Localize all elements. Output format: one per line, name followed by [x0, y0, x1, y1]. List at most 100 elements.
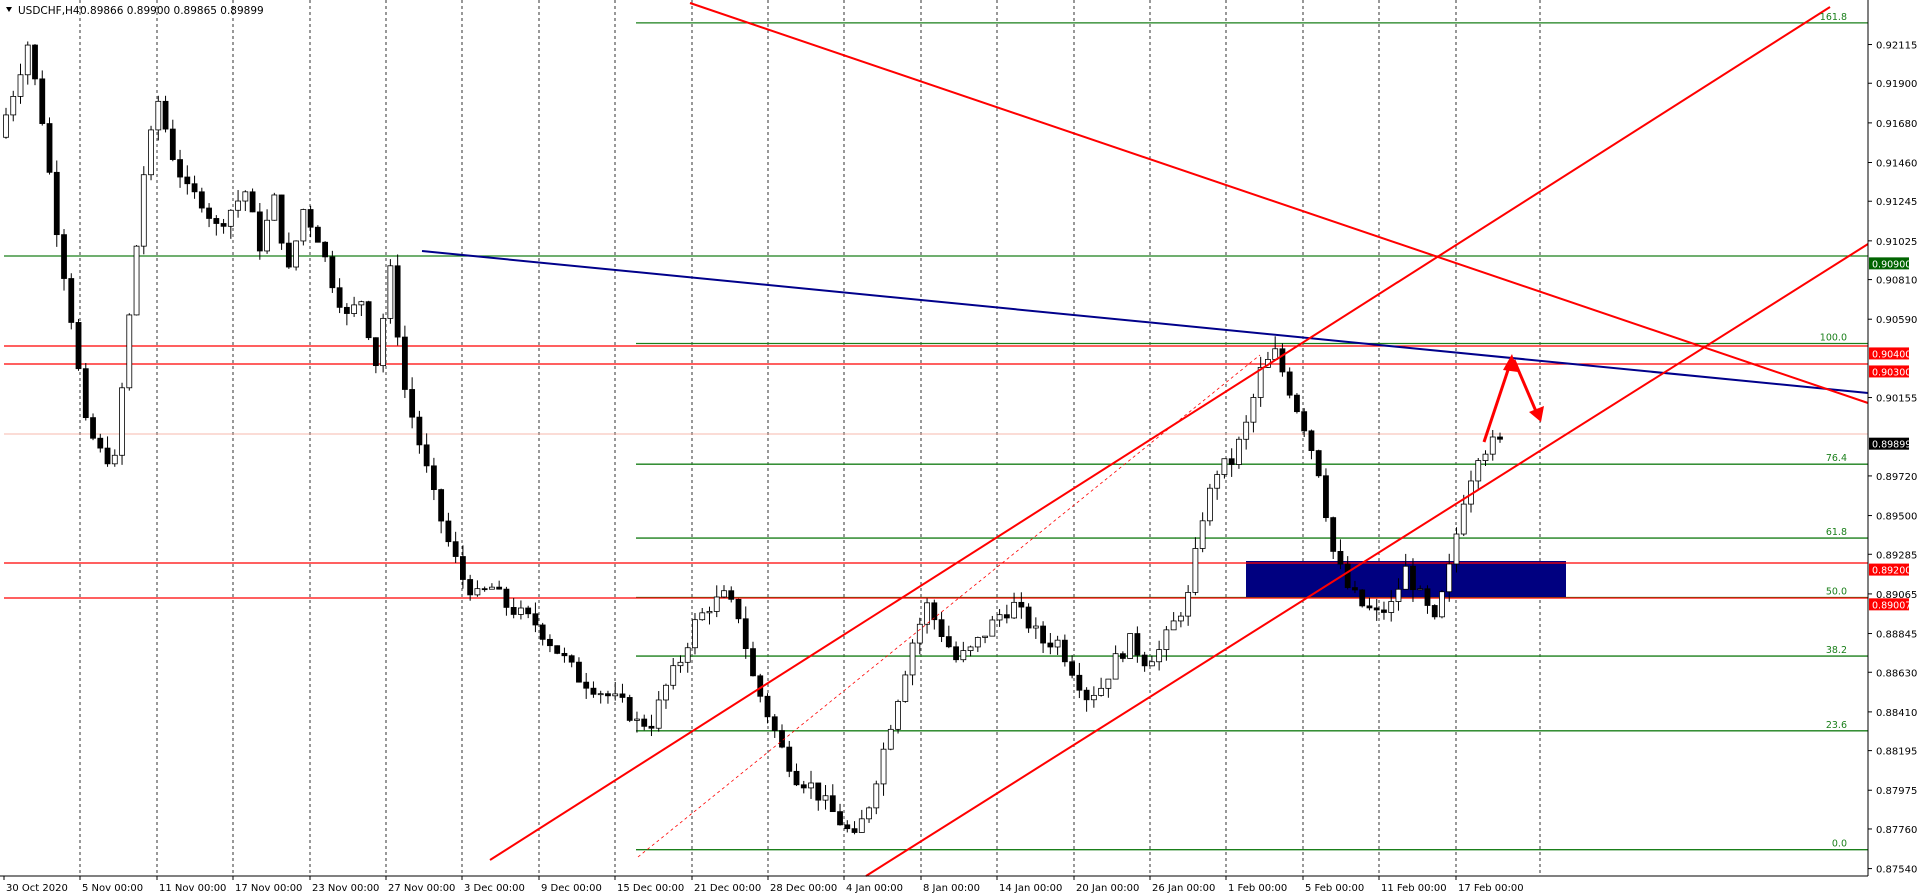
up-arrow-head-icon [1503, 354, 1518, 372]
candle-bearish [169, 128, 176, 160]
candle-bearish [837, 811, 843, 826]
candle-bullish [808, 782, 814, 789]
candle-bullish [706, 611, 713, 614]
time-axis-ticks: 30 Oct 2020 5 Nov 00:00 11 Nov 00:00 17 Nov… [3, 876, 1524, 894]
fib-100-label: 100.0 [1820, 333, 1847, 344]
candle-bearish [547, 638, 553, 647]
candle-bearish [800, 784, 807, 789]
y-tick-label: 0.89500 [1876, 512, 1917, 523]
tag-08920-text: 0.89200 [1872, 566, 1911, 577]
x-tick-label: 17 Nov 00:00 [235, 883, 302, 894]
candle-bearish [1366, 605, 1373, 609]
tag-08900 [1869, 598, 1909, 611]
candle-bearish [1337, 551, 1344, 565]
candle-bearish [1301, 411, 1308, 432]
candle-bullish [1192, 548, 1199, 593]
candle-bullish [1032, 625, 1039, 629]
y-tick-label: 0.87540 [1876, 865, 1917, 876]
candle-bearish [220, 223, 227, 227]
projection-arrows[interactable] [1482, 354, 1544, 443]
candle-bearish [641, 718, 648, 727]
candle-bullish [866, 807, 872, 820]
candle-bearish [1134, 633, 1141, 656]
x-tick-label: 5 Feb 00:00 [1305, 883, 1364, 894]
candle-bullish [1243, 421, 1250, 440]
candle-bearish [1294, 394, 1300, 413]
candle-bearish [590, 687, 597, 695]
candle-bearish [307, 209, 314, 228]
candle-bullish [1127, 633, 1134, 659]
candle-bullish [489, 586, 495, 590]
candle-bearish [1083, 689, 1090, 701]
candle-bullish [17, 74, 24, 97]
candle-bearish [329, 256, 336, 289]
dotted-channel-midline[interactable] [637, 354, 1261, 858]
candle-bullish [235, 200, 241, 211]
candle-bullish [1475, 460, 1482, 482]
candle-bullish [133, 245, 140, 316]
candle-bearish [1069, 661, 1076, 676]
candle-bullish [271, 194, 278, 221]
candle-bearish [416, 416, 423, 446]
candle-bearish [394, 265, 401, 338]
price-tags: 0.90900 0.90400 0.90300 0.89899 0.89200 0.890… [1869, 257, 1911, 611]
fib-labels: 161.8 100.0 76.4 61.8 50.0 38.2 23.6 0.0 [1820, 12, 1847, 850]
candle-bullish [974, 637, 981, 648]
down-arrow-shaft [1512, 359, 1540, 417]
candle-bullish [713, 596, 720, 612]
candle-bearish [786, 746, 793, 772]
candle-bearish [452, 541, 459, 557]
candle-bullish [916, 623, 923, 644]
x-tick-label: 15 Dec 00:00 [617, 883, 684, 894]
candle-bullish [1156, 649, 1163, 663]
x-tick-label: 23 Nov 00:00 [312, 883, 379, 894]
y-tick-label: 0.91680 [1876, 119, 1917, 130]
candle-bullish [380, 317, 387, 367]
candle-bullish [3, 114, 9, 138]
tag-09090-text: 0.90900 [1872, 259, 1911, 270]
candle-bullish [155, 100, 162, 131]
x-tick-label: 4 Jan 00:00 [846, 883, 903, 894]
tag-08900-text: 0.89007 [1872, 600, 1911, 611]
channel-upper-line[interactable] [489, 6, 1831, 861]
candle-bearish [372, 337, 379, 367]
y-tick-label: 0.87975 [1876, 786, 1917, 797]
candle-bullish [1489, 436, 1496, 455]
candle-bullish [1460, 503, 1467, 535]
candle-bullish [1417, 588, 1424, 591]
tag-08989 [1869, 437, 1909, 450]
candle-bearish [177, 159, 183, 178]
fib-38.2-label: 38.2 [1826, 645, 1847, 656]
candle-bullish [670, 665, 677, 686]
dropdown-triangle-icon[interactable] [6, 7, 12, 12]
candle-bearish [1228, 458, 1235, 465]
candle-bearish [401, 336, 408, 390]
candle-bullish [111, 454, 118, 465]
candle-bearish [1003, 614, 1010, 619]
candle-bearish [496, 586, 503, 590]
candle-bullish [1148, 661, 1155, 667]
candle-bullish [1214, 474, 1221, 489]
x-tick-label: 26 Jan 00:00 [1152, 883, 1215, 894]
fib-23.6-label: 23.6 [1826, 720, 1847, 731]
up-arrow-shaft [1482, 357, 1514, 443]
candle-bullish [996, 614, 1003, 621]
candle-bullish [1011, 601, 1017, 619]
x-tick-label: 1 Feb 00:00 [1228, 883, 1287, 894]
candle-bearish [576, 661, 582, 683]
candle-bullish [960, 650, 967, 661]
candle-bullish [822, 795, 829, 801]
candle-bearish [1381, 609, 1387, 613]
candle-bearish [39, 78, 46, 124]
candle-bearish [198, 191, 205, 209]
red-downtrend-line[interactable] [689, 2, 1869, 404]
candle-bullish [1098, 687, 1105, 696]
candle-bullish [227, 209, 234, 227]
y-tick-label: 0.88410 [1876, 708, 1917, 719]
candle-bullish [989, 619, 996, 637]
candle-bearish [82, 368, 89, 419]
channel-lower-line[interactable] [865, 243, 1869, 877]
blue-trendline[interactable] [421, 250, 1869, 394]
